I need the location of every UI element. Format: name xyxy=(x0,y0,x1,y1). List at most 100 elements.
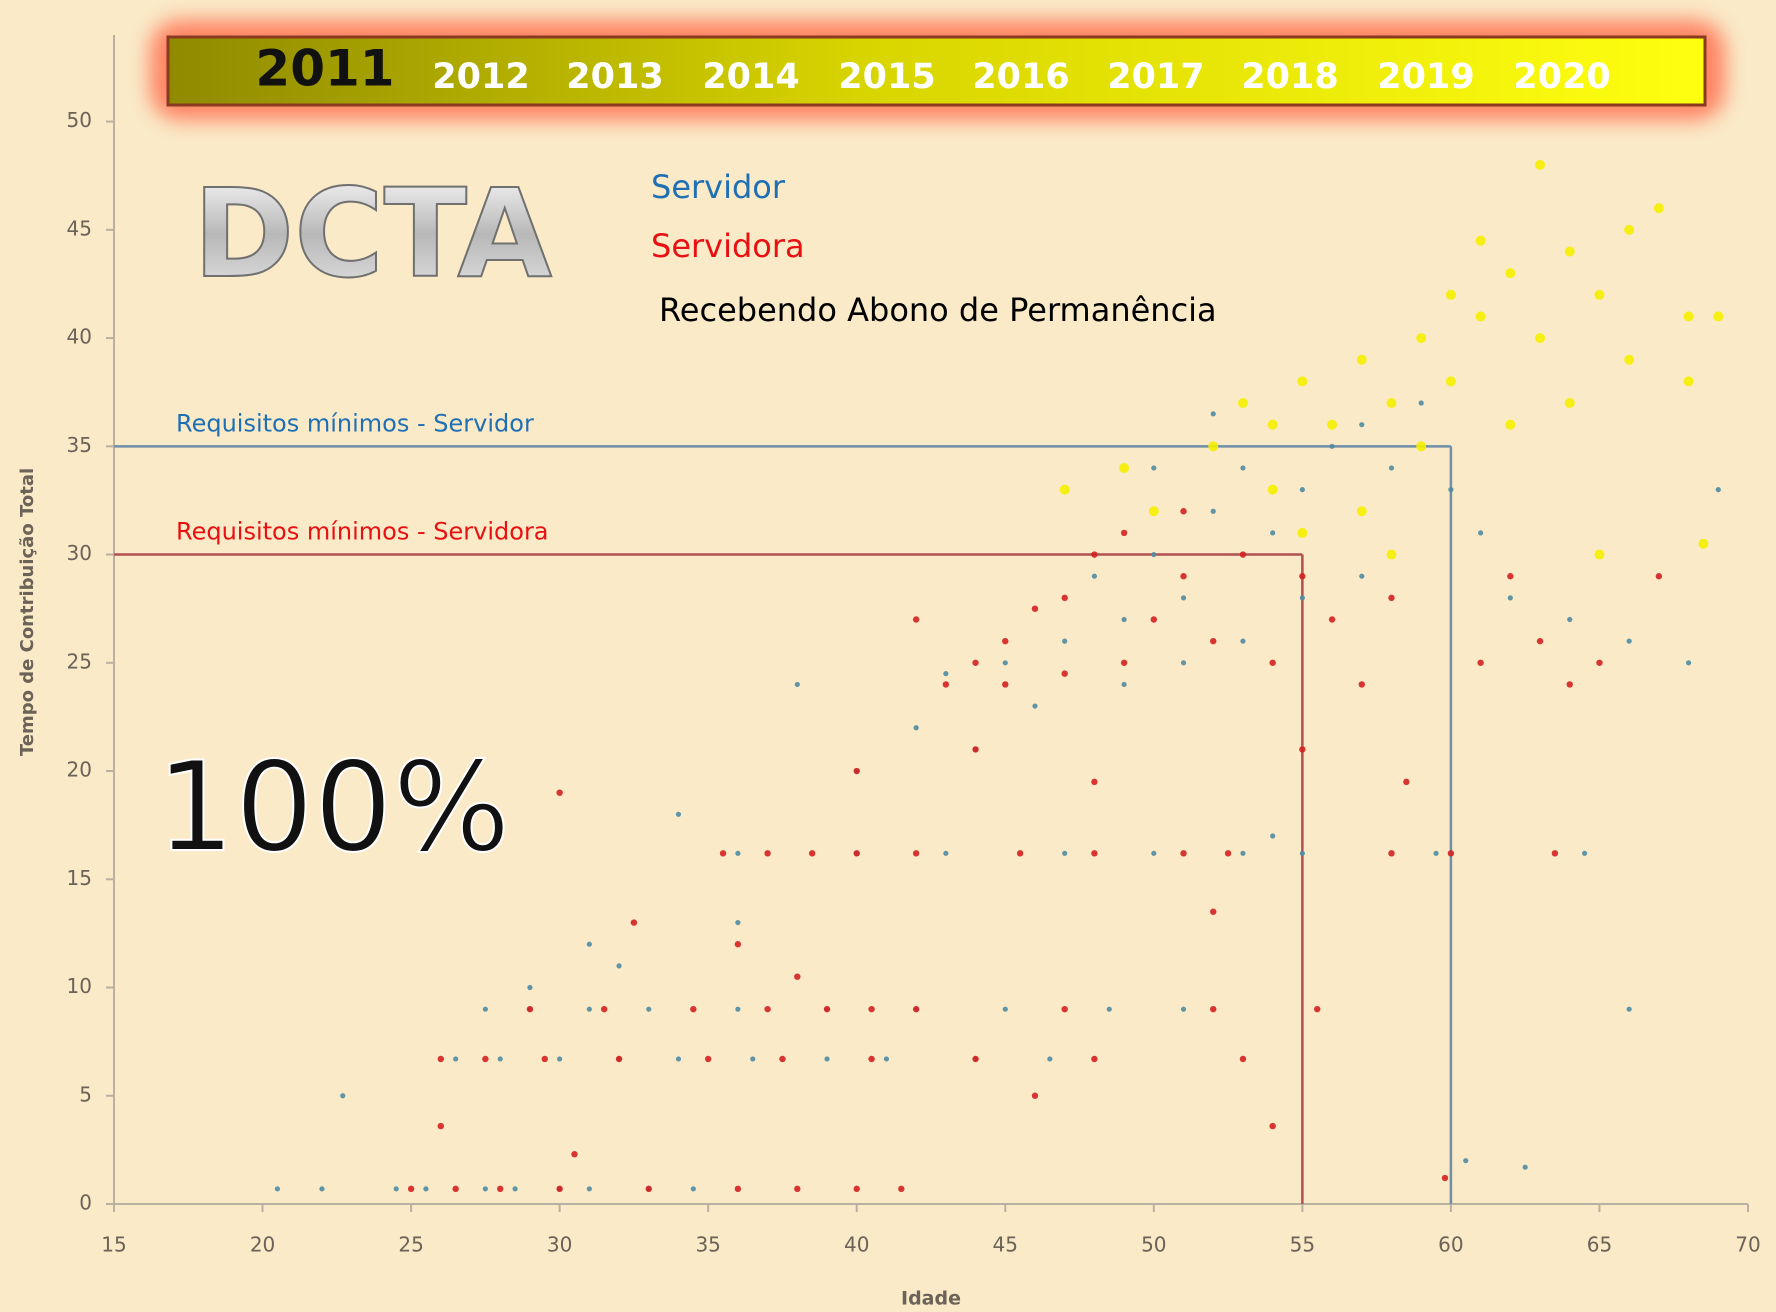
point xyxy=(512,1186,518,1192)
point xyxy=(735,919,741,926)
point xyxy=(1356,506,1367,517)
point xyxy=(1505,268,1516,279)
point xyxy=(1596,659,1603,666)
point xyxy=(734,941,742,948)
point xyxy=(1106,1006,1112,1012)
point xyxy=(482,1186,488,1192)
x-tick-label: 60 xyxy=(1438,1233,1463,1257)
x-tick-label: 50 xyxy=(1141,1233,1166,1257)
point xyxy=(1356,354,1367,365)
x-tick-label: 15 xyxy=(101,1233,126,1257)
point xyxy=(437,1055,444,1063)
point xyxy=(750,1056,756,1062)
point xyxy=(1299,595,1305,601)
year-label: 2014 xyxy=(702,57,799,97)
point xyxy=(1150,616,1158,623)
point xyxy=(1032,703,1038,709)
point xyxy=(1388,594,1395,602)
point xyxy=(913,725,919,731)
point xyxy=(1535,333,1546,344)
point xyxy=(1269,659,1276,666)
point xyxy=(586,1006,592,1012)
point xyxy=(556,789,563,796)
point xyxy=(734,1185,742,1193)
x-tick-label: 20 xyxy=(250,1233,275,1257)
point xyxy=(615,1055,623,1063)
point xyxy=(1002,681,1009,688)
point xyxy=(1683,376,1694,387)
point xyxy=(1210,411,1216,417)
point xyxy=(1505,419,1516,430)
point xyxy=(1624,354,1635,365)
y-tick-label: 25 xyxy=(67,649,92,673)
y-tick-label: 50 xyxy=(67,108,92,132)
point xyxy=(1240,850,1246,856)
point xyxy=(794,973,801,980)
point xyxy=(853,767,860,775)
point xyxy=(1297,376,1308,387)
point xyxy=(1445,376,1456,387)
point xyxy=(1180,850,1187,857)
point xyxy=(943,850,949,856)
point xyxy=(1267,484,1278,495)
point xyxy=(1267,419,1278,430)
point xyxy=(1002,660,1008,666)
point xyxy=(1388,850,1395,857)
point xyxy=(1148,506,1159,517)
point xyxy=(1180,508,1187,515)
x-tick-label: 70 xyxy=(1735,1233,1760,1257)
point xyxy=(1062,638,1068,644)
point xyxy=(556,1185,563,1193)
point xyxy=(764,1005,771,1013)
point xyxy=(794,681,800,688)
y-tick-label: 10 xyxy=(67,974,92,998)
x-tick-label: 35 xyxy=(695,1233,720,1257)
point xyxy=(1477,659,1484,666)
point xyxy=(645,1185,652,1193)
point xyxy=(1121,681,1127,688)
point xyxy=(1180,573,1187,580)
point xyxy=(690,1186,696,1192)
point xyxy=(1210,908,1217,915)
year-label: 2015 xyxy=(838,57,935,97)
point xyxy=(1061,670,1068,677)
point xyxy=(1715,487,1721,493)
point xyxy=(942,681,950,688)
point xyxy=(1433,850,1439,856)
point xyxy=(1091,850,1098,857)
year-label: 2019 xyxy=(1377,57,1474,97)
point xyxy=(1059,484,1070,495)
point xyxy=(1224,850,1232,857)
point xyxy=(1403,778,1410,786)
point xyxy=(541,1055,548,1063)
point xyxy=(972,746,979,753)
point xyxy=(1002,1006,1008,1012)
point xyxy=(616,963,622,969)
point xyxy=(1564,246,1575,257)
point xyxy=(526,1005,534,1013)
x-tick-label: 30 xyxy=(547,1233,572,1257)
year-label: 2011 xyxy=(255,40,394,98)
point xyxy=(571,1151,578,1158)
legend-label: Servidora xyxy=(651,227,805,265)
point xyxy=(407,1185,415,1193)
y-tick-label: 20 xyxy=(67,758,92,782)
point xyxy=(1180,1006,1187,1012)
point xyxy=(1210,508,1216,514)
point xyxy=(1091,1055,1098,1063)
point xyxy=(453,1056,459,1062)
point xyxy=(883,1056,890,1062)
point xyxy=(497,1185,504,1193)
point xyxy=(1463,1158,1469,1164)
y-tick-label: 15 xyxy=(67,866,92,890)
point xyxy=(1016,850,1024,857)
point xyxy=(1713,311,1724,322)
x-tick-label: 25 xyxy=(398,1233,423,1257)
year-label: 2017 xyxy=(1107,57,1204,97)
point xyxy=(1386,549,1397,560)
point xyxy=(912,850,920,857)
point xyxy=(586,941,592,947)
point xyxy=(868,1005,875,1013)
point xyxy=(1594,289,1605,300)
